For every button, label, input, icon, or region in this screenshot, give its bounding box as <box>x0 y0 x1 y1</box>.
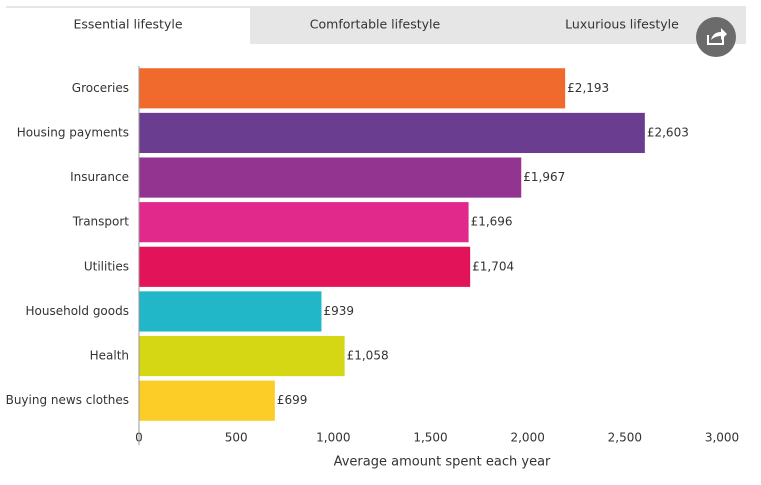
y-tick-label: Buying news clothes <box>6 393 129 407</box>
tab[interactable]: Essential lifestyle <box>73 17 182 32</box>
bar <box>139 246 471 287</box>
x-axis-label: Average amount spent each year <box>334 455 551 470</box>
y-tick-label: Groceries <box>72 81 129 95</box>
x-tick-label: 1,500 <box>413 431 447 445</box>
data-label: £2,193 <box>567 81 609 95</box>
share-button[interactable] <box>696 17 736 57</box>
bar <box>139 157 522 198</box>
bar <box>139 335 345 377</box>
x-tick-label: 1,000 <box>316 431 350 445</box>
y-tick-label: Household goods <box>26 304 130 318</box>
data-label: £1,967 <box>523 170 565 184</box>
y-tick-label: Health <box>90 349 129 363</box>
bar <box>139 202 469 243</box>
y-tick-label: Housing payments <box>17 125 129 139</box>
y-tick-label: Insurance <box>70 170 129 184</box>
y-tick-label: Transport <box>72 215 130 229</box>
data-label: £2,603 <box>647 125 689 139</box>
active-tab[interactable] <box>6 8 250 44</box>
data-label: £1,704 <box>472 259 514 273</box>
bar <box>139 68 566 109</box>
bar <box>139 112 645 154</box>
data-label: £939 <box>323 304 354 318</box>
tab[interactable]: Comfortable lifestyle <box>310 17 441 32</box>
x-tick-label: 500 <box>225 431 248 445</box>
x-tick-label: 3,000 <box>705 431 739 445</box>
tab[interactable]: Luxurious lifestyle <box>565 17 679 32</box>
data-label: £1,058 <box>347 349 389 363</box>
y-tick-label: Utilities <box>84 259 129 273</box>
bar <box>139 291 322 332</box>
data-label: £699 <box>277 393 308 407</box>
bar <box>139 380 275 421</box>
data-label: £1,696 <box>471 215 513 229</box>
x-tick-label: 2,500 <box>608 431 642 445</box>
x-tick-label: 2,000 <box>510 431 544 445</box>
